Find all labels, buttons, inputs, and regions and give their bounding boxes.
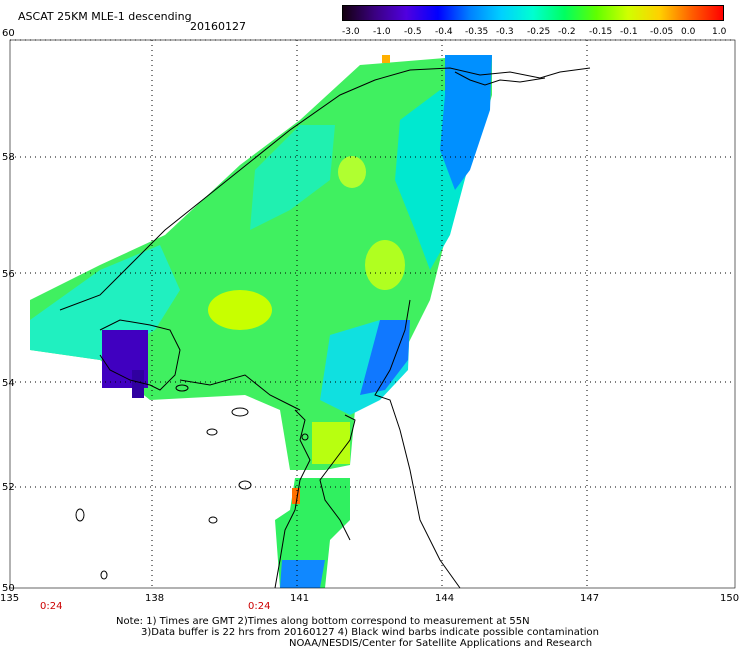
coastline-sakhalin-east bbox=[319, 414, 356, 541]
lat-label-60: 60 bbox=[2, 28, 15, 39]
lat-label-54: 54 bbox=[2, 378, 15, 389]
island-7 bbox=[175, 384, 189, 392]
lat-label-50: 50 bbox=[2, 583, 15, 594]
swath-yellow-east bbox=[365, 240, 405, 290]
lat-label-58: 58 bbox=[2, 152, 15, 163]
colorbar-tick-label: -1.0 bbox=[373, 27, 391, 37]
colorbar-tick-label: 1.0 bbox=[712, 27, 727, 37]
colorbar-ticks: -3.0 -1.0 -0.5 -0.4 -0.35 -0.3 -0.25 -0.2 -0.15-… bbox=[342, 27, 732, 39]
lon-label-135: 135 bbox=[0, 593, 19, 604]
map-title: ASCAT 25KM MLE-1 descending bbox=[18, 10, 192, 23]
swath-blue-northeast bbox=[440, 55, 492, 190]
lat-label-56: 56 bbox=[2, 269, 15, 280]
scatterometer-swath bbox=[30, 55, 492, 588]
coastline-okhotsk-north bbox=[59, 67, 591, 311]
island-5 bbox=[75, 508, 85, 522]
island-2 bbox=[206, 428, 218, 436]
island-6 bbox=[100, 570, 108, 580]
islands bbox=[75, 384, 309, 580]
lon-label-144: 144 bbox=[435, 593, 454, 604]
lon-label-141: 141 bbox=[290, 593, 309, 604]
lon-label-138: 138 bbox=[145, 593, 164, 604]
swath-purple-stripe bbox=[132, 370, 144, 398]
island-4 bbox=[208, 516, 218, 524]
island-1 bbox=[231, 407, 249, 417]
lat-label-52: 52 bbox=[2, 482, 15, 493]
swath-yellow-strait bbox=[312, 422, 350, 464]
swath-orange-pixel-south bbox=[292, 488, 300, 504]
colorbar-tick-label: -3.0 bbox=[342, 27, 360, 37]
footnote-line-3: NOAA/NESDIS/Center for Satellite Applica… bbox=[289, 638, 593, 649]
footnotes: Note: 1) Times are GMT 2)Times along bot… bbox=[116, 616, 726, 649]
colorbar-tick-label: -0.25 bbox=[527, 27, 551, 37]
footnote-line-2: 3)Data buffer is 22 hrs from 20160127 4)… bbox=[141, 627, 599, 638]
swath-blue-south bbox=[280, 560, 325, 588]
colorbar-tick-label: -0.1 bbox=[620, 27, 638, 37]
swath-yellow-north bbox=[338, 156, 366, 188]
coastline-amur-bay bbox=[179, 374, 301, 411]
island-8 bbox=[301, 433, 309, 441]
colorbar-tick-label: -0.05 bbox=[650, 27, 674, 37]
coastline-sakhalin-west bbox=[274, 409, 311, 589]
island-3 bbox=[238, 480, 252, 490]
swath-blue-east bbox=[360, 320, 410, 395]
swath-cyan-center bbox=[250, 125, 335, 230]
time-label-center: 0:24 bbox=[248, 601, 270, 612]
swath-yellow-center bbox=[208, 290, 272, 330]
footnote-line-1: Note: 1) Times are GMT 2)Times along bot… bbox=[116, 616, 530, 627]
coastline-mainland-east bbox=[374, 299, 461, 589]
colorbar-tick-label: -0.4 bbox=[435, 27, 453, 37]
lon-label-150: 150 bbox=[720, 593, 739, 604]
swath-orange-pixel-north bbox=[382, 55, 390, 63]
colorbar bbox=[342, 5, 724, 21]
colorbar-tick-label: -0.2 bbox=[558, 27, 576, 37]
colorbar-tick-label: -0.3 bbox=[496, 27, 514, 37]
coastline-kamchatka-west bbox=[454, 71, 546, 86]
coastline bbox=[59, 67, 591, 589]
plot-frame bbox=[9, 39, 736, 589]
colorbar-tick-label: -0.5 bbox=[404, 27, 422, 37]
colorbar-tick-label: -0.15 bbox=[589, 27, 613, 37]
lon-label-147: 147 bbox=[580, 593, 599, 604]
time-label-left: 0:24 bbox=[40, 601, 62, 612]
gridlines bbox=[10, 39, 735, 588]
colorbar-tick-label: -0.35 bbox=[465, 27, 489, 37]
coastline-shantar-bay bbox=[99, 319, 181, 391]
map-date: 20160127 bbox=[190, 20, 246, 33]
colorbar-tick-label: 0.0 bbox=[681, 27, 696, 37]
